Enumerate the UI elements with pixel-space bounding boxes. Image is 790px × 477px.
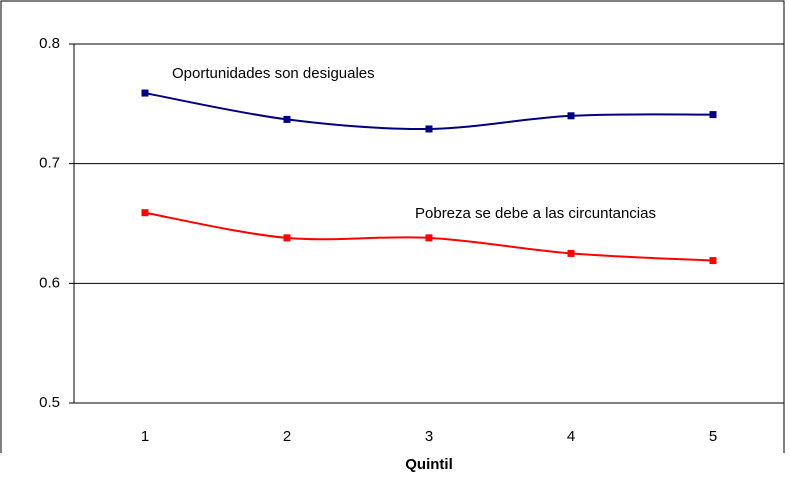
x-tick-label: 3 (425, 428, 433, 445)
point-marker (283, 234, 291, 242)
point-marker (425, 125, 433, 133)
y-tick-label: 0.6 (39, 274, 60, 291)
chart-frame (0, 0, 785, 453)
series-label: Pobreza se debe a las circuntancias (415, 205, 656, 222)
x-tick-label: 1 (141, 428, 149, 445)
x-tick-label: 5 (709, 428, 717, 445)
y-tick-label: 0.7 (39, 155, 60, 172)
point-marker (283, 115, 291, 123)
x-tick-label: 2 (283, 428, 291, 445)
point-marker (567, 249, 575, 257)
point-marker (141, 89, 149, 97)
series-label: Oportunidades son desiguales (172, 65, 375, 82)
y-tick-label: 0.8 (39, 35, 60, 52)
series-line (144, 92, 714, 131)
x-tick-label: 4 (567, 428, 575, 445)
point-marker (709, 257, 717, 265)
point-marker (425, 234, 433, 242)
point-marker (709, 111, 717, 119)
point-marker (567, 112, 575, 120)
point-marker (141, 209, 149, 217)
y-tick-label: 0.5 (39, 394, 60, 411)
x-axis-label: Quintil (405, 456, 453, 473)
